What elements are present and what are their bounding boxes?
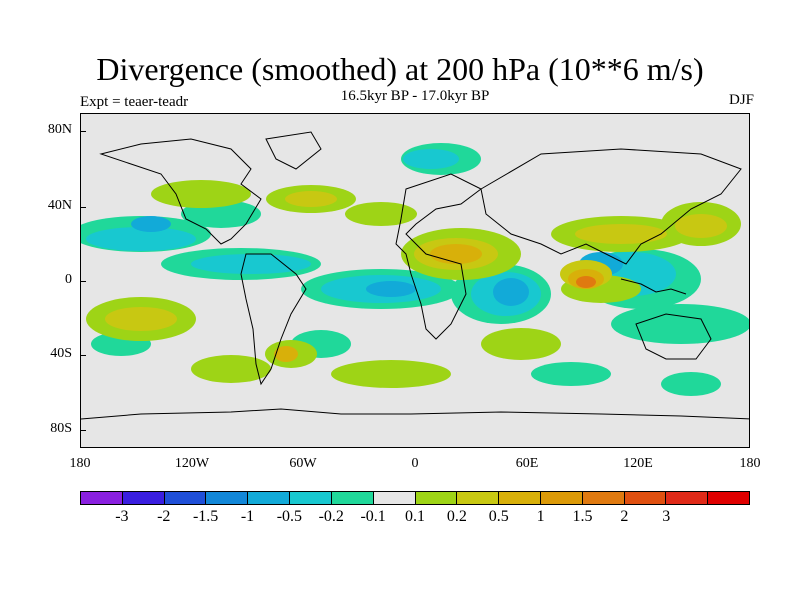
colorbar-segment xyxy=(624,492,667,504)
x-axis-label-60w: 60W xyxy=(289,456,317,471)
y-axis-label-0: 0 xyxy=(65,272,72,287)
coastlines xyxy=(81,131,749,420)
colorbar-label: -0.5 xyxy=(276,508,303,525)
colorbar-label: 1 xyxy=(536,508,545,525)
season-label: DJF xyxy=(728,92,754,108)
map-canvas xyxy=(81,114,749,447)
colorbar-segment xyxy=(666,492,709,504)
colorbar-label: 3 xyxy=(662,508,671,525)
x-axis-label-60e: 60E xyxy=(515,456,539,471)
y-tick xyxy=(80,207,86,208)
colorbar-segment xyxy=(415,492,458,504)
colorbar-label: -0.2 xyxy=(318,508,344,525)
colorbar-segment xyxy=(708,492,749,504)
y-axis-label-80s: 80S xyxy=(50,421,72,436)
x-axis-label-120e: 120E xyxy=(623,456,653,471)
x-axis-label-120w: 120W xyxy=(174,456,210,471)
y-tick xyxy=(80,430,86,431)
colorbar-label: 1.5 xyxy=(572,508,593,525)
x-axis-label-180e: 180 xyxy=(739,456,761,471)
y-axis-label-40s: 40S xyxy=(50,346,72,361)
colorbar-label: 0.1 xyxy=(405,508,425,525)
y-tick xyxy=(80,355,86,356)
colorbar-segment xyxy=(499,492,541,504)
field-shading xyxy=(81,143,749,396)
y-tick xyxy=(80,281,86,282)
y-axis-label-40n: 40N xyxy=(47,198,72,213)
divergence-map xyxy=(80,113,750,448)
colorbar-segment xyxy=(582,492,625,504)
colorbar-segment xyxy=(164,492,207,504)
colorbar-segment xyxy=(373,492,416,504)
colorbar-label: 0.2 xyxy=(446,508,467,525)
colorbar-segment xyxy=(540,492,583,504)
colorbar-label: 0.5 xyxy=(488,508,509,525)
x-axis-label-180w: 180 xyxy=(69,456,91,471)
y-tick xyxy=(80,131,86,132)
colorbar-segment xyxy=(248,492,291,504)
colorbar-label: -0.1 xyxy=(360,508,386,525)
colorbar xyxy=(80,491,750,505)
colorbar-segment xyxy=(81,492,123,504)
experiment-label: Expt = teaer-teadr xyxy=(80,94,189,110)
figure-title: Divergence (smoothed) at 200 hPa (10**6 … xyxy=(96,51,704,87)
colorbar-segment xyxy=(122,492,165,504)
colorbar-label: -1.5 xyxy=(192,508,219,525)
colorbar-segment xyxy=(331,492,374,504)
colorbar-label: -2 xyxy=(157,508,171,525)
colorbar-label: -1 xyxy=(240,508,255,525)
colorbar-segment xyxy=(290,492,332,504)
y-axis-label-80n: 80N xyxy=(47,122,72,137)
colorbar-segment xyxy=(206,492,249,504)
colorbar-label: 2 xyxy=(620,508,629,525)
colorbar-label: -3 xyxy=(115,508,129,525)
x-axis-label-0: 0 xyxy=(411,456,419,471)
time-range-subtitle: 16.5kyr BP - 17.0kyr BP xyxy=(340,88,490,104)
colorbar-segment xyxy=(457,492,500,504)
